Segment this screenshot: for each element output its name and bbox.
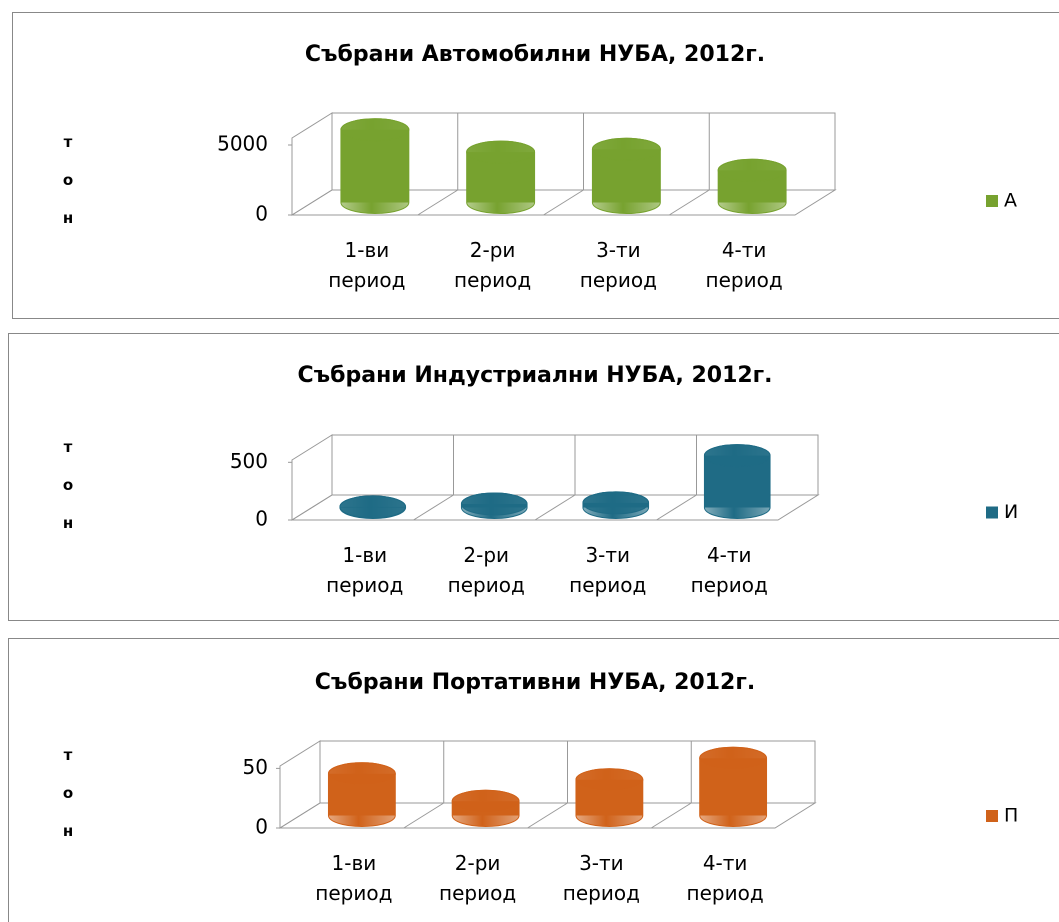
legend-swatch bbox=[986, 195, 998, 207]
cylinder-top bbox=[591, 137, 661, 161]
cylinder-top bbox=[327, 762, 396, 786]
y-axis-label: тон bbox=[62, 746, 74, 840]
divider bbox=[543, 189, 584, 216]
side-wall bbox=[291, 112, 333, 216]
x-tick-label: 4-ти период bbox=[705, 238, 783, 292]
legend-label: П bbox=[1004, 805, 1018, 827]
cylinder-top bbox=[703, 444, 771, 468]
divider bbox=[650, 802, 692, 829]
cylinder-top bbox=[339, 495, 407, 519]
chart-title: Събрани Портативни НУБА, 2012г. bbox=[315, 670, 755, 695]
x-tick-label: 1-ви период bbox=[328, 238, 406, 292]
divider bbox=[668, 189, 710, 216]
y-tick-label: 500 bbox=[230, 449, 268, 473]
divider bbox=[656, 494, 697, 521]
divider bbox=[413, 494, 454, 521]
cylinder-top bbox=[699, 746, 768, 770]
cylinder-top bbox=[340, 118, 410, 142]
cylinder-top bbox=[575, 768, 644, 792]
y-tick-label: 50 bbox=[243, 755, 268, 779]
x-tick-label: 2-ри период bbox=[439, 851, 517, 905]
cylinder-top bbox=[460, 492, 528, 516]
side-wall bbox=[279, 740, 321, 829]
y-tick-label: 0 bbox=[255, 202, 268, 226]
y-tick-label: 0 bbox=[255, 507, 268, 531]
legend-swatch bbox=[986, 810, 998, 822]
y-tick-label: 5000 bbox=[217, 132, 268, 156]
chart-title: Събрани Индустриални НУБА, 2012г. bbox=[297, 363, 772, 388]
y-axis-label: тон bbox=[62, 133, 74, 227]
divider bbox=[403, 802, 445, 829]
x-tick-label: 1-ви период bbox=[326, 543, 404, 597]
x-tick-label: 2-ри период bbox=[447, 543, 525, 597]
divider bbox=[417, 189, 459, 216]
chart-frame bbox=[12, 12, 1059, 319]
cylinder-top bbox=[466, 140, 536, 164]
side-wall bbox=[291, 434, 333, 521]
x-tick-label: 4-ти период bbox=[690, 543, 768, 597]
x-tick-label: 3-ти период bbox=[562, 851, 640, 905]
divider bbox=[534, 494, 576, 521]
divider bbox=[527, 802, 568, 829]
legend-swatch bbox=[986, 506, 998, 519]
cylinder-top bbox=[451, 789, 520, 813]
legend-label: И bbox=[1004, 501, 1018, 523]
cylinder-top bbox=[717, 158, 787, 182]
x-tick-label: 4-ти период bbox=[686, 851, 764, 905]
x-tick-label: 2-ри период bbox=[454, 238, 532, 292]
x-tick-label: 1-ви период bbox=[315, 851, 393, 905]
y-tick-label: 0 bbox=[255, 815, 268, 839]
cylinder-top bbox=[582, 491, 650, 515]
chart-title: Събрани Автомобилни НУБА, 2012г. bbox=[305, 42, 765, 67]
legend-label: А bbox=[1004, 190, 1017, 212]
x-tick-label: 3-ти период bbox=[569, 543, 647, 597]
chart-frame bbox=[8, 333, 1059, 621]
x-tick-label: 3-ти период bbox=[579, 238, 657, 292]
y-axis-label: тон bbox=[62, 438, 74, 532]
chart-frame bbox=[8, 638, 1059, 922]
